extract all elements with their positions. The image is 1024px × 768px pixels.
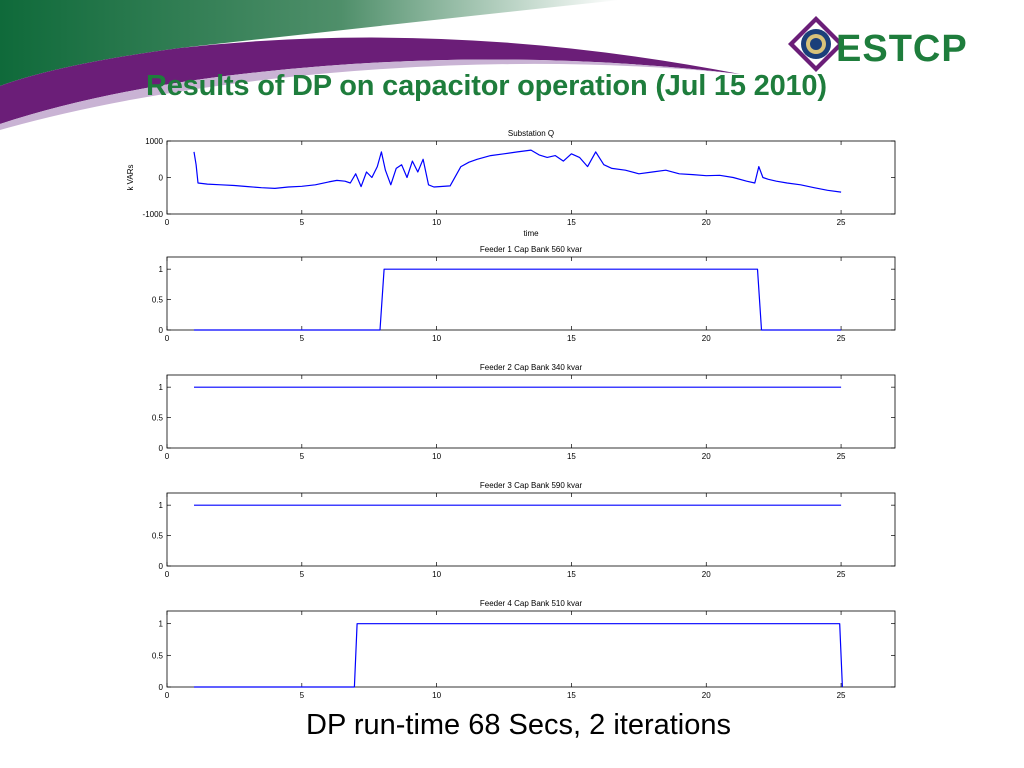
x-tick-label: 25 [837, 570, 846, 579]
x-tick-label: 20 [702, 570, 711, 579]
x-tick-label: 0 [165, 570, 170, 579]
y-tick-label: 0.5 [152, 296, 164, 305]
series-line-2-1 [194, 268, 842, 331]
y-tick-label: 0 [159, 683, 164, 692]
x-tick-label: 10 [432, 334, 441, 343]
axes-frame-1 [166, 140, 896, 215]
x-tick-label: 5 [300, 452, 305, 461]
y-tick-label: -1000 [143, 210, 164, 219]
x-axis-label: time [523, 229, 539, 238]
slide-title: Results of DP on capacitor operation (Ju… [146, 70, 827, 102]
x-tick-label: 20 [702, 691, 711, 700]
x-tick-label: 0 [165, 218, 170, 227]
axes-frame-4 [166, 492, 896, 567]
y-tick-label: 1 [159, 620, 164, 629]
x-tick-label: 15 [567, 334, 576, 343]
x-tick-label: 0 [165, 691, 170, 700]
x-tick-label: 5 [300, 218, 305, 227]
y-axis-label: k VARs [126, 164, 135, 190]
estcp-logo-text: ESTCP [836, 28, 968, 70]
subplot-title-1: Substation Q [508, 129, 554, 138]
footer-caption: DP run-time 68 Secs, 2 iterations [306, 709, 731, 741]
subplot-title-3: Feeder 2 Cap Bank 340 kvar [480, 363, 583, 372]
series-line-1-1 [193, 149, 842, 193]
x-tick-label: 25 [837, 218, 846, 227]
subplot-title-5: Feeder 4 Cap Bank 510 kvar [480, 599, 583, 608]
x-tick-label: 20 [702, 334, 711, 343]
x-tick-label: 10 [432, 691, 441, 700]
x-tick-label: 0 [165, 334, 170, 343]
x-tick-label: 25 [837, 334, 846, 343]
x-tick-label: 15 [567, 218, 576, 227]
y-tick-label: 1000 [145, 137, 163, 146]
x-tick-label: 25 [837, 452, 846, 461]
series-line-5-1 [194, 623, 843, 688]
x-tick-label: 15 [567, 452, 576, 461]
x-tick-label: 10 [432, 570, 441, 579]
y-tick-label: 0 [159, 562, 164, 571]
subplot-title-4: Feeder 3 Cap Bank 590 kvar [480, 481, 583, 490]
y-tick-label: 0 [159, 444, 164, 453]
axes-frame-3 [166, 374, 896, 449]
y-tick-label: 0.5 [152, 532, 164, 541]
y-tick-label: 1 [159, 265, 164, 274]
x-tick-label: 20 [702, 218, 711, 227]
subplot-title-2: Feeder 1 Cap Bank 560 kvar [480, 245, 583, 254]
x-tick-label: 5 [300, 570, 305, 579]
x-tick-label: 20 [702, 452, 711, 461]
y-tick-label: 1 [159, 501, 164, 510]
y-tick-label: 0 [159, 174, 164, 183]
axes-frame-2 [166, 256, 896, 331]
x-tick-label: 10 [432, 218, 441, 227]
y-tick-label: 0 [159, 326, 164, 335]
x-tick-label: 15 [567, 570, 576, 579]
header-banner [0, 0, 740, 130]
y-tick-label: 1 [159, 383, 164, 392]
x-tick-label: 5 [300, 334, 305, 343]
x-tick-label: 0 [165, 452, 170, 461]
estcp-logo: ESTCP [788, 16, 968, 72]
y-tick-label: 0.5 [152, 414, 164, 423]
x-tick-label: 10 [432, 452, 441, 461]
x-tick-label: 15 [567, 691, 576, 700]
axes-frame-5 [166, 610, 896, 688]
x-tick-label: 5 [300, 691, 305, 700]
y-tick-label: 0.5 [152, 651, 164, 660]
x-tick-label: 25 [837, 691, 846, 700]
